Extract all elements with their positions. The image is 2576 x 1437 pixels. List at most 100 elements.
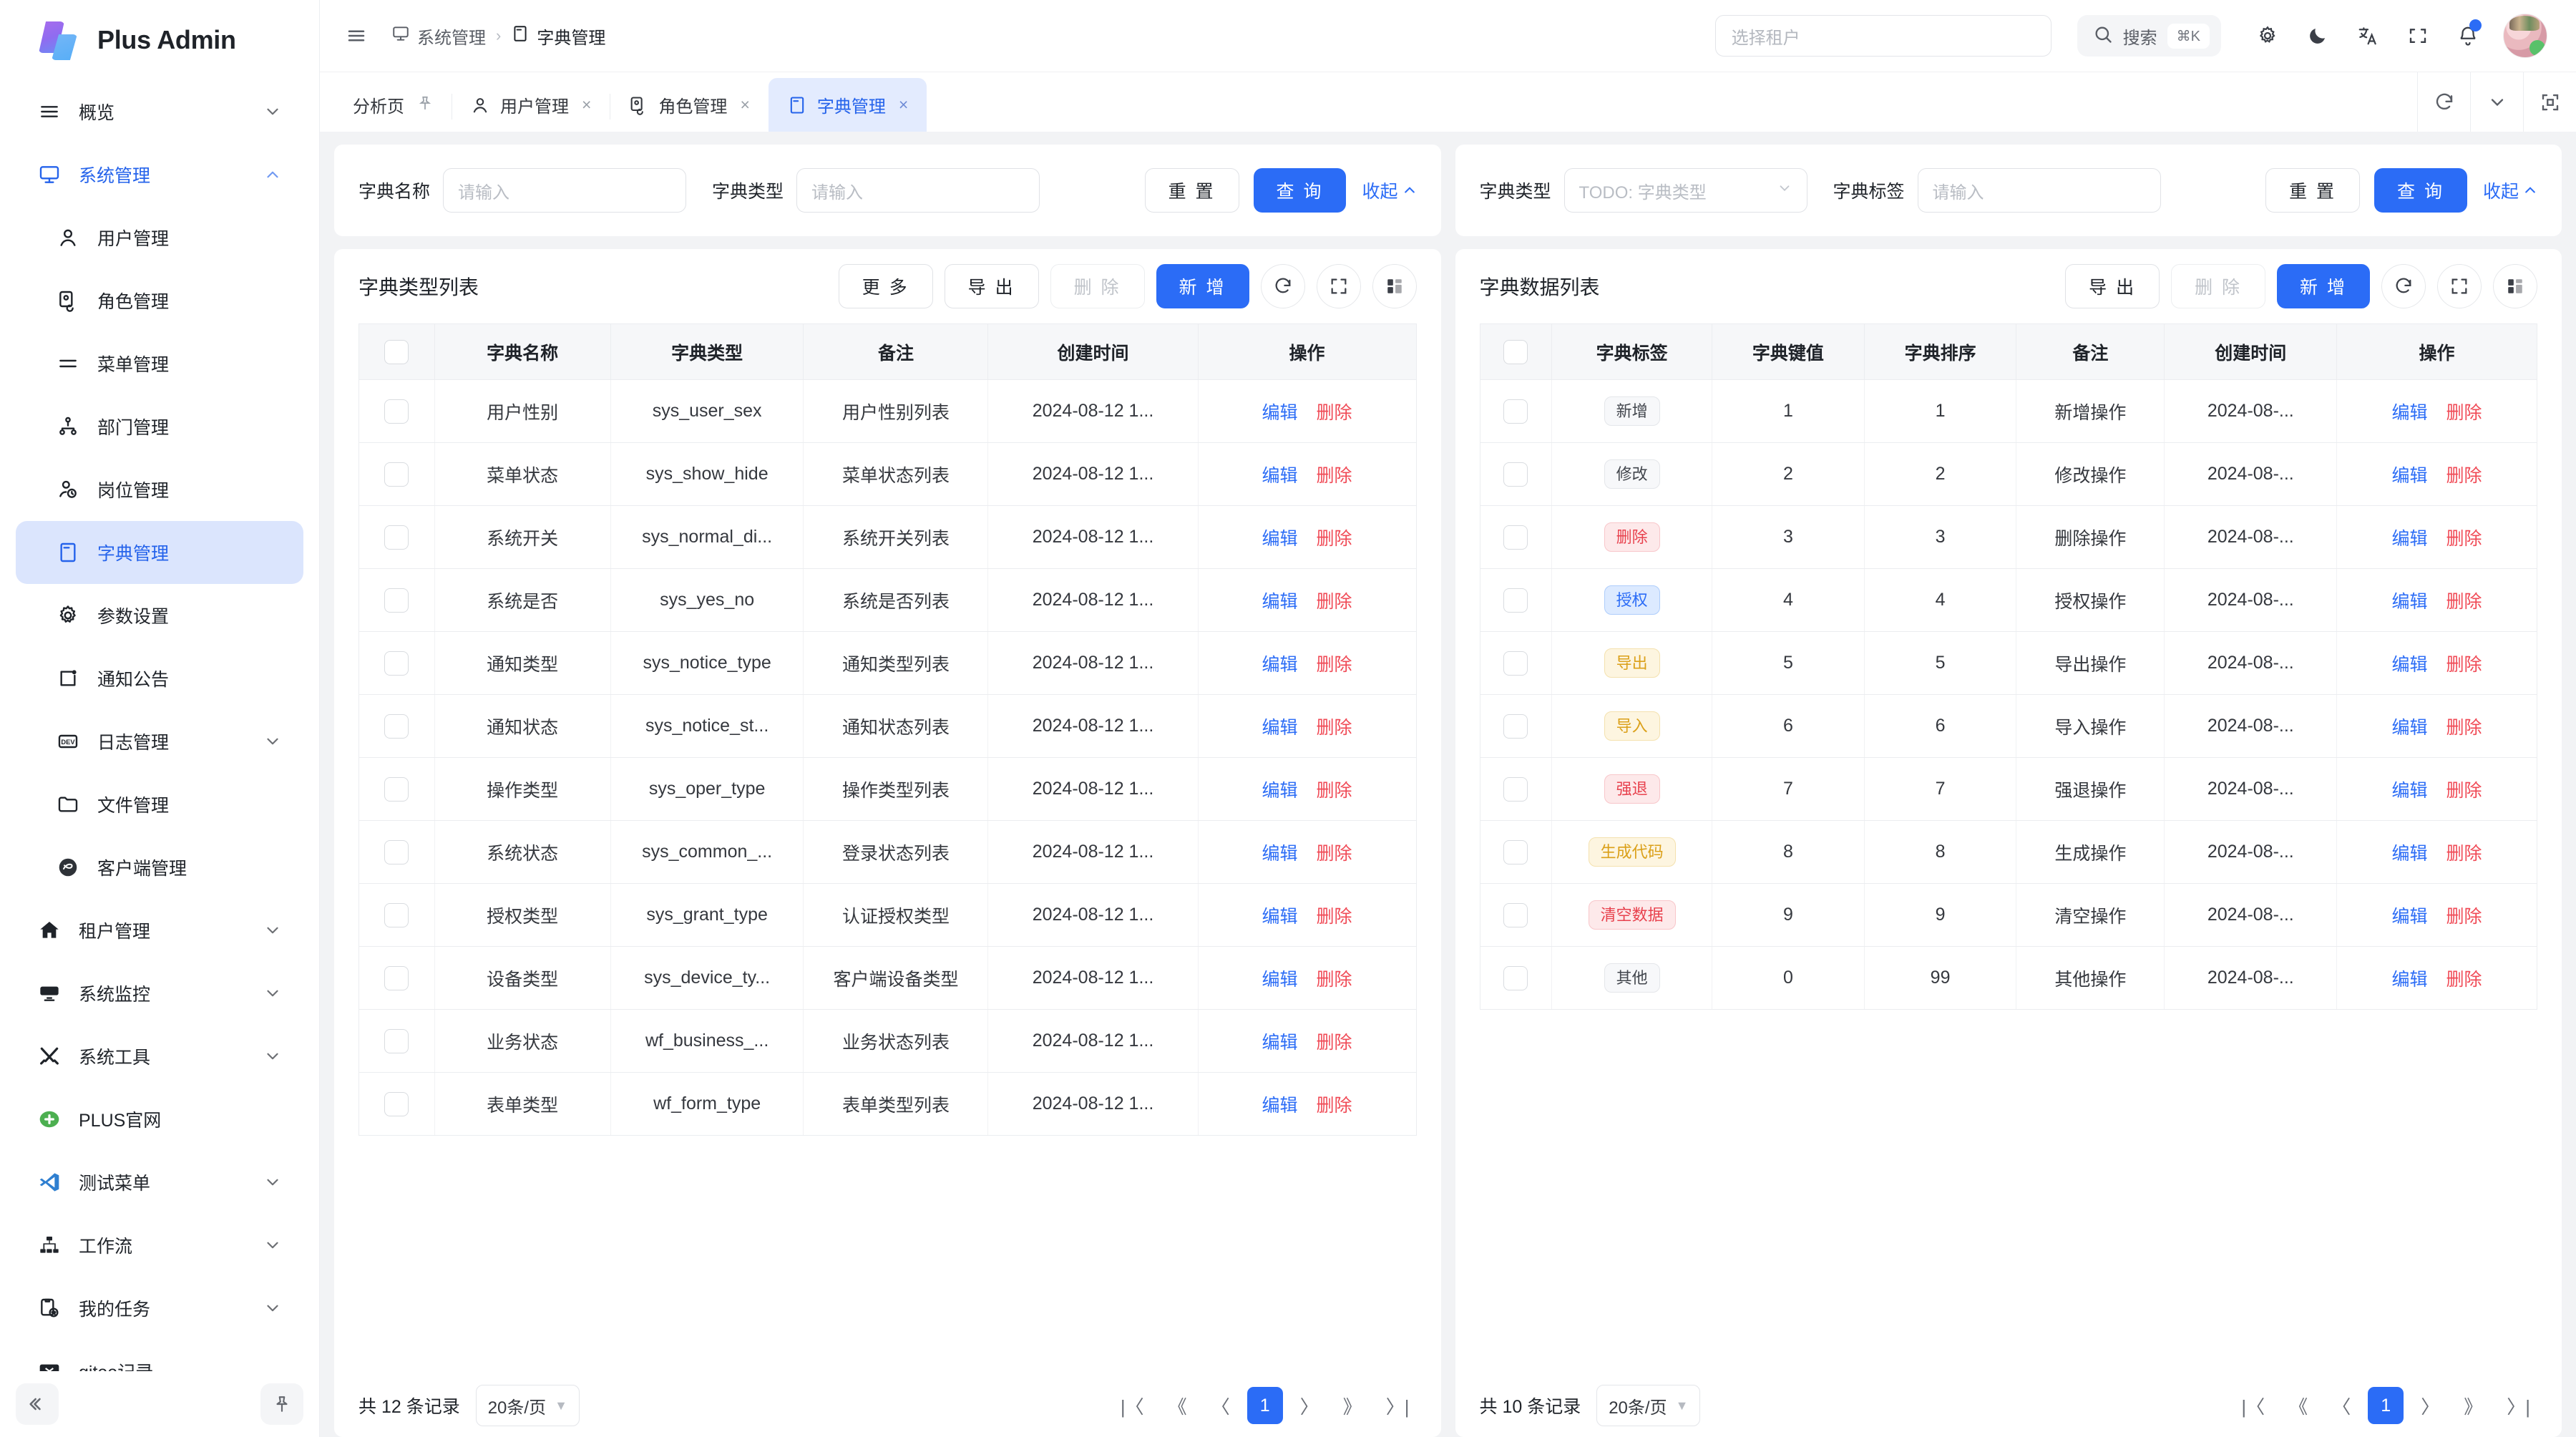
hamburger-icon[interactable] <box>341 21 371 51</box>
next-fast-button[interactable]: 》 <box>1342 1395 1362 1418</box>
delete-link[interactable]: 删除 <box>2446 591 2482 612</box>
left-toolbar-buttons-3[interactable]: 新 增 <box>1156 264 1249 308</box>
moon-icon[interactable] <box>2296 14 2340 58</box>
prev-page-button[interactable]: 〈 <box>2332 1395 2351 1418</box>
left-refresh-icon[interactable] <box>1260 264 1305 308</box>
table-row[interactable]: 操作类型 sys_oper_type 操作类型列表 2024-08-12 1... 编辑… <box>358 757 1417 821</box>
row-checkbox[interactable] <box>384 651 409 676</box>
dict-label-input[interactable]: 请输入 <box>1917 168 2161 213</box>
left-reset-button[interactable]: 重 置 <box>1144 168 1239 213</box>
sidebar-item-15[interactable]: 系统工具 <box>16 1025 303 1088</box>
table-row[interactable]: 新增 1 1 新增操作 2024-08-... 编辑 删除 <box>1479 379 2537 443</box>
global-search-button[interactable]: 搜索 ⌘K <box>2077 15 2221 57</box>
table-row[interactable]: 清空数据 9 9 清空操作 2024-08-... 编辑 删除 <box>1479 883 2537 947</box>
row-checkbox[interactable] <box>384 965 409 990</box>
edit-link[interactable]: 编辑 <box>1262 1032 1298 1053</box>
tab-close-icon[interactable]: × <box>582 95 592 114</box>
sidebar-item-5[interactable]: 部门管理 <box>16 395 303 458</box>
dict-type-select[interactable]: TODO: 字典类型 <box>1563 168 1807 213</box>
delete-link[interactable]: 删除 <box>1316 1095 1352 1116</box>
tab-3[interactable]: 字典管理 × <box>768 78 927 132</box>
sidebar-item-2[interactable]: 用户管理 <box>16 206 303 269</box>
sidebar-item-3[interactable]: 角色管理 <box>16 269 303 332</box>
left-query-button[interactable]: 查 询 <box>1253 168 1347 213</box>
left-column-settings-icon[interactable] <box>1372 264 1417 308</box>
edit-link[interactable]: 编辑 <box>2391 843 2428 864</box>
chevron-down-icon[interactable] <box>263 1299 282 1317</box>
delete-link[interactable]: 删除 <box>1316 843 1352 864</box>
delete-link[interactable]: 删除 <box>1316 654 1352 675</box>
left-toolbar-buttons-0[interactable]: 更 多 <box>838 264 933 308</box>
delete-link[interactable]: 删除 <box>2446 906 2482 927</box>
row-checkbox[interactable] <box>384 902 409 927</box>
chevron-down-icon[interactable] <box>263 102 282 121</box>
sidebar-item-20[interactable]: gitee记录 <box>16 1340 303 1371</box>
delete-link[interactable]: 删除 <box>2446 780 2482 801</box>
table-row[interactable]: 授权 4 4 授权操作 2024-08-... 编辑 删除 <box>1479 568 2537 632</box>
delete-link[interactable]: 删除 <box>1316 465 1352 486</box>
edit-link[interactable]: 编辑 <box>2391 969 2428 990</box>
translate-icon[interactable] <box>2346 14 2390 58</box>
delete-link[interactable]: 删除 <box>2446 528 2482 549</box>
tab-2[interactable]: 角色管理 × <box>610 78 768 132</box>
edit-link[interactable]: 编辑 <box>1262 780 1298 801</box>
edit-link[interactable]: 编辑 <box>2391 402 2428 423</box>
gear-icon[interactable] <box>2245 14 2290 58</box>
table-row[interactable]: 设备类型 sys_device_ty... 客户端设备类型 2024-08-12 1.… <box>358 946 1417 1010</box>
dict-name-input[interactable]: 请输入 <box>443 168 687 213</box>
edit-link[interactable]: 编辑 <box>1262 1095 1298 1116</box>
delete-link[interactable]: 删除 <box>1316 591 1352 612</box>
delete-link[interactable]: 删除 <box>2446 969 2482 990</box>
edit-link[interactable]: 编辑 <box>2391 780 2428 801</box>
delete-link[interactable]: 删除 <box>2446 654 2482 675</box>
brand[interactable]: Plus Admin <box>0 0 319 80</box>
table-row[interactable]: 强退 7 7 强退操作 2024-08-... 编辑 删除 <box>1479 757 2537 821</box>
edit-link[interactable]: 编辑 <box>2391 906 2428 927</box>
sidebar-item-7[interactable]: 字典管理 <box>16 521 303 584</box>
prev-fast-button[interactable]: 《 <box>1168 1395 1187 1418</box>
tenant-select[interactable]: 选择租户 <box>1714 15 2051 57</box>
edit-link[interactable]: 编辑 <box>2391 591 2428 612</box>
sidebar-item-10[interactable]: DEV 日志管理 <box>16 710 303 773</box>
row-checkbox[interactable] <box>384 1028 409 1053</box>
sidebar-item-4[interactable]: 菜单管理 <box>16 332 303 395</box>
tab-1[interactable]: 用户管理 × <box>452 78 610 132</box>
collapse-left-icon[interactable] <box>16 1383 59 1425</box>
row-checkbox[interactable] <box>1503 462 1528 487</box>
delete-link[interactable]: 删除 <box>1316 717 1352 738</box>
edit-link[interactable]: 编辑 <box>1262 843 1298 864</box>
sidebar-item-12[interactable]: 客户端管理 <box>16 836 303 899</box>
left-collapse-toggle[interactable]: 收起 <box>1362 177 1416 203</box>
edit-link[interactable]: 编辑 <box>1262 402 1298 423</box>
chevron-down-icon[interactable] <box>263 984 282 1003</box>
row-checkbox[interactable] <box>384 525 409 550</box>
row-checkbox[interactable] <box>1503 525 1528 550</box>
chevron-up-icon[interactable] <box>263 165 282 184</box>
row-checkbox[interactable] <box>1503 588 1528 613</box>
pin-icon[interactable] <box>417 95 433 115</box>
right-refresh-icon[interactable] <box>2381 264 2426 308</box>
first-page-button[interactable]: |〈 <box>2241 1395 2265 1418</box>
sidebar-item-1[interactable]: 系统管理 <box>16 143 303 206</box>
chevron-down-icon[interactable] <box>263 732 282 751</box>
right-fullscreen-icon[interactable] <box>2437 264 2482 308</box>
left-page-size-select[interactable]: 20条/页 ▼ <box>475 1385 580 1426</box>
row-checkbox[interactable] <box>1503 776 1528 802</box>
table-row[interactable]: 系统是否 sys_yes_no 系统是否列表 2024-08-12 1... 编辑 删除 <box>358 568 1417 632</box>
table-row[interactable]: 生成代码 8 8 生成操作 2024-08-... 编辑 删除 <box>1479 820 2537 884</box>
page-number-button[interactable]: 1 <box>2368 1387 2404 1424</box>
first-page-button[interactable]: |〈 <box>1120 1395 1144 1418</box>
prev-page-button[interactable]: 〈 <box>1211 1395 1230 1418</box>
tab-close-icon[interactable]: × <box>740 95 750 114</box>
last-page-button[interactable]: 〉| <box>2507 1395 2530 1418</box>
breadcrumb-item-0[interactable]: 系统管理 <box>391 24 486 49</box>
select-all-checkbox[interactable] <box>1503 339 1528 364</box>
table-row[interactable]: 导入 6 6 导入操作 2024-08-... 编辑 删除 <box>1479 694 2537 758</box>
row-checkbox[interactable] <box>384 713 409 739</box>
edit-link[interactable]: 编辑 <box>2391 528 2428 549</box>
table-row[interactable]: 系统状态 sys_common_... 登录状态列表 2024-08-12 1... 编… <box>358 820 1417 884</box>
table-row[interactable]: 业务状态 wf_business_... 业务状态列表 2024-08-12 1...… <box>358 1009 1417 1073</box>
chevron-down-icon[interactable] <box>263 1047 282 1066</box>
right-query-button[interactable]: 查 询 <box>2374 168 2467 213</box>
table-row[interactable]: 授权类型 sys_grant_type 认证授权类型 2024-08-12 1... 编… <box>358 883 1417 947</box>
